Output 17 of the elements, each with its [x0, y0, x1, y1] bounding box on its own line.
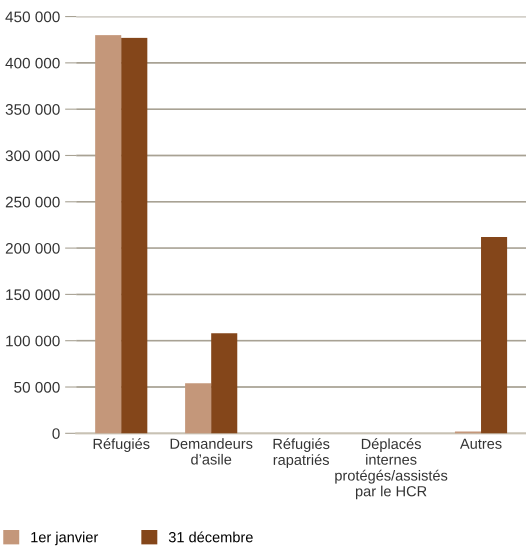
legend-label: 31 décembre [168, 531, 253, 542]
y-tick-label: 200 000 [6, 242, 60, 254]
y-tick-label: 450 000 [5, 11, 60, 22]
y-tick-label: 400 000 [5, 58, 60, 69]
x-tick-label: Réfugiés rapatriés [274, 438, 330, 468]
y-tick-label: 0 [52, 428, 60, 440]
y-tick-label: 50 000 [14, 382, 60, 393]
x-tick-label: Autres [460, 438, 502, 449]
y-tick-label: 350 000 [6, 104, 60, 115]
y-tick-label: 150 000 [6, 289, 60, 300]
y-tick-label: 250 000 [6, 196, 60, 208]
x-tick-label: Demandeurs d’asile [170, 438, 252, 465]
x-tick-label: Déplacés internes protégés/assistés par le HCR [335, 438, 448, 500]
y-tick-label: 300 000 [6, 150, 60, 162]
x-tick-label: Réfugiés [94, 438, 150, 452]
y-tick-label: 100 000 [6, 336, 60, 346]
legend-label: 1er janvier [31, 532, 98, 546]
